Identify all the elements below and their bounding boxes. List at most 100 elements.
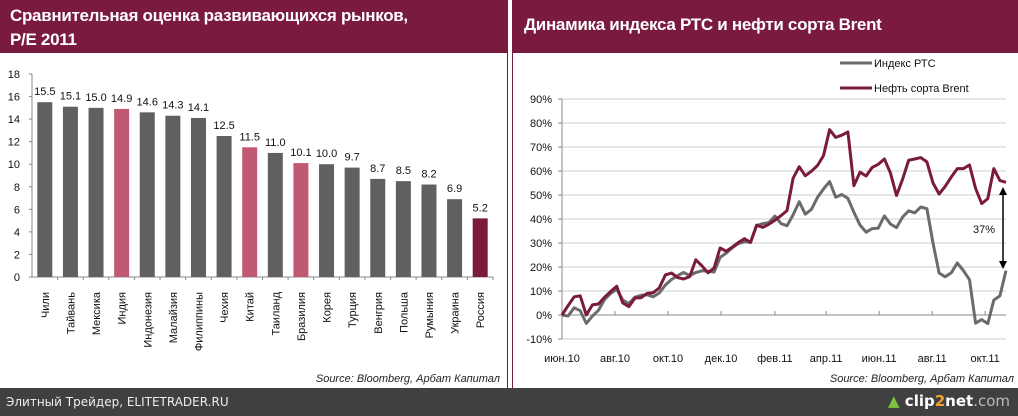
clip2net-logo[interactable]: ▲ clip2net.com	[888, 392, 1010, 410]
rts-brent-line-chart: -10% 0% 10% 20% 30% 40% 50% 60% 70% 80% 90% июн.10 а…	[526, 58, 1008, 365]
left-chart-source: Source: Bloomberg, Арбат Капитал	[316, 373, 500, 385]
footer-text: Элитный Трейдер, ELITETRADER.RU	[6, 395, 229, 409]
category-label: Тайвань	[65, 292, 77, 334]
bar-value-label: 14.9	[111, 93, 132, 105]
category-label: Румыния	[424, 292, 436, 338]
category-label: Мексика	[91, 291, 103, 335]
bar-value-label: 11.5	[239, 131, 260, 143]
legend-label: Нефть сорта Brent	[874, 83, 969, 95]
x-tick-label: окт.10	[653, 353, 683, 365]
bar	[267, 152, 283, 277]
y-tick-label: 30%	[530, 238, 552, 250]
pe-bar-chart: 0 2 4 6 8 10 12 14 16 18 15.5 Чили 15.1 Тайвань 15.0 Ме…	[8, 69, 494, 351]
y-tick-label: 90%	[530, 94, 552, 106]
y-tick-label: 10%	[530, 286, 552, 298]
bar	[370, 178, 386, 277]
category-label: Чехия	[219, 292, 231, 323]
bar	[165, 115, 181, 277]
bar-value-label: 14.3	[162, 100, 183, 112]
x-tick-label: дек.10	[705, 353, 738, 365]
y-tick-label: 12	[8, 137, 20, 149]
y-tick-label: 40%	[530, 214, 552, 226]
y-tick-label: 14	[8, 114, 20, 126]
bar-value-label: 11.0	[265, 137, 286, 149]
category-label: Польша	[398, 291, 410, 333]
bar-value-label: 9.7	[344, 152, 359, 164]
x-tick-label: окт.11	[970, 353, 999, 365]
category-label: Индонезия	[142, 292, 154, 348]
bar	[421, 184, 437, 277]
legend-label: Индекс РТС	[874, 58, 936, 70]
bar	[472, 218, 488, 277]
x-tick-label: фев.11	[757, 353, 793, 365]
right-chart-title: Динамика индекса РТС и нефти сорта Brent	[524, 15, 882, 34]
category-label: Китай	[245, 292, 257, 322]
category-label: Бразилия	[296, 292, 308, 341]
series-line-rts	[561, 180, 1008, 326]
category-label: Чили	[40, 292, 52, 318]
bar-value-label: 12.5	[213, 120, 234, 132]
left-panel-border	[507, 53, 508, 388]
x-tick-label: авг.10	[600, 353, 630, 365]
bar	[114, 108, 130, 277]
y-tick-label: -10%	[526, 334, 552, 346]
x-tick-label: июн.10	[544, 353, 580, 365]
bar	[216, 136, 232, 277]
y-tick-label: 80%	[530, 118, 552, 130]
bar-value-label: 15.5	[34, 86, 55, 98]
series-line-brent	[560, 128, 1007, 317]
x-tick-label: авг.11	[918, 353, 947, 365]
bar-value-label: 6.9	[447, 183, 462, 195]
left-chart-title-line2: P/E 2011	[10, 30, 77, 49]
bar	[242, 147, 258, 277]
left-chart-header: Сравнительная оценка развивающихся рынко…	[0, 0, 508, 53]
category-label: Индия	[117, 292, 129, 325]
category-label: Украина	[450, 291, 462, 334]
left-chart-title-line1: Сравнительная оценка развивающихся рынко…	[10, 6, 408, 25]
y-tick-label: 70%	[530, 142, 552, 154]
y-tick-label: 50%	[530, 190, 552, 202]
bar	[190, 117, 206, 277]
right-chart-source: Source: Bloomberg, Арбат Капитал	[830, 373, 1014, 385]
bar	[395, 181, 411, 277]
bar	[139, 112, 155, 277]
x-tick-label: апр.11	[810, 353, 843, 365]
y-tick-label: 4	[14, 227, 20, 239]
y-tick-label: 60%	[530, 166, 552, 178]
up-arrow-icon: ▲	[888, 392, 900, 410]
x-tick-label: июн.11	[862, 353, 897, 365]
category-label: Малайзия	[168, 292, 180, 343]
bar-value-label: 8.2	[421, 169, 436, 181]
bar-value-label: 15.0	[85, 92, 106, 104]
bar	[447, 199, 463, 277]
y-tick-label: 10	[8, 159, 20, 171]
y-tick-label: 0%	[536, 310, 552, 322]
y-tick-label: 18	[8, 69, 20, 81]
right-chart-header: Динамика индекса РТС и нефти сорта Brent	[512, 0, 1018, 53]
right-panel-border	[512, 53, 513, 388]
category-label: Турция	[347, 292, 359, 328]
category-label: Россия	[475, 292, 487, 328]
bar	[37, 102, 53, 277]
bar	[344, 167, 360, 277]
y-tick-label: 0	[14, 272, 20, 284]
bar	[62, 106, 78, 277]
y-tick-label: 2	[14, 249, 20, 261]
y-tick-label: 20%	[530, 262, 552, 274]
bar-value-label: 14.1	[188, 102, 209, 114]
bar-value-label: 14.6	[137, 96, 158, 108]
gap-annotation-label: 37%	[973, 224, 995, 236]
y-tick-label: 8	[14, 182, 20, 194]
bar-value-label: 10.1	[290, 147, 311, 159]
bar	[293, 163, 309, 277]
y-tick-label: 6	[14, 204, 20, 216]
bar	[88, 107, 104, 277]
charts-canvas: 0 2 4 6 8 10 12 14 16 18 15.5 Чили 15.1 Тайвань 15.0 Ме…	[8, 58, 1014, 385]
bar-value-label: 15.1	[60, 91, 81, 103]
y-tick-label: 16	[8, 92, 20, 104]
bar	[319, 164, 335, 277]
bar-value-label: 8.7	[370, 163, 385, 175]
category-label: Корея	[322, 292, 334, 323]
bar-value-label: 8.5	[396, 165, 411, 177]
category-label: Венгрия	[373, 292, 385, 334]
